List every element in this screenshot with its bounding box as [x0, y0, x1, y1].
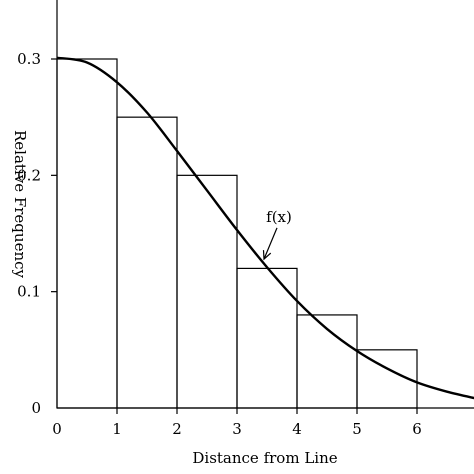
annotation-arrow-line [263, 227, 278, 260]
x-tick-label: 6 [412, 420, 422, 438]
y-ticks: 0 0.1 0.2 0.3 [17, 50, 57, 417]
x-tick-label: 5 [352, 420, 362, 438]
y-axis-title: Relative Frequency [11, 130, 29, 279]
histogram-bar [236, 267, 298, 409]
x-axis-title: Distance from Line [192, 449, 337, 467]
y-tick-label: 0.3 [17, 50, 41, 68]
x-ticks: 0 1 2 3 4 5 6 [52, 408, 422, 438]
annotations: f(x) [262, 208, 292, 261]
annotation-arrow-head [262, 250, 272, 261]
y-tick-label: 0 [31, 399, 41, 417]
fx-curve [56, 56, 474, 400]
histogram-bar [176, 174, 238, 409]
x-tick-label: 1 [112, 420, 122, 438]
x-tick-label: 0 [52, 420, 62, 438]
histogram-bar [116, 116, 178, 409]
histogram-bar [56, 58, 118, 409]
x-tick-label: 2 [172, 420, 182, 438]
axes [56, 0, 474, 409]
curve-label: f(x) [266, 208, 292, 226]
y-tick-label: 0.2 [17, 166, 41, 184]
x-tick-label: 3 [232, 420, 242, 438]
y-tick-label: 0.1 [17, 283, 41, 301]
x-tick-label: 4 [292, 420, 302, 438]
